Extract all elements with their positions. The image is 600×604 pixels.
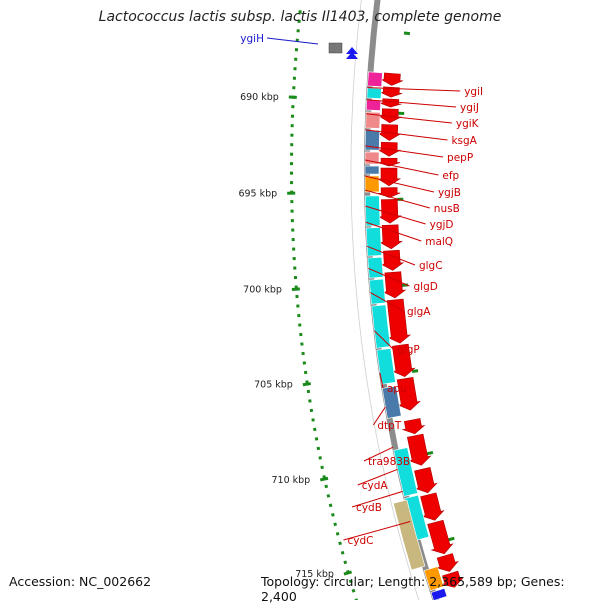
gene-label: ksgA: [451, 135, 477, 147]
gene-label: cydA: [362, 480, 389, 492]
gene-arrow: [381, 73, 403, 85]
gene-arrow: [380, 99, 402, 107]
gene-label: apu: [387, 383, 407, 395]
accession-text: Accession: NC_002662: [9, 574, 151, 589]
label-leader: [267, 38, 318, 44]
gene-label: ygiH: [240, 33, 264, 45]
cog-block: [366, 100, 380, 111]
gene-label: malQ: [425, 236, 453, 248]
gene-label: cydB: [356, 502, 382, 514]
scale-major-tick: [292, 289, 300, 290]
cog-block: [365, 196, 380, 226]
genome-title: Lactococcus lactis subsp. lactis Il1403,…: [0, 9, 600, 25]
inner-tick: [404, 33, 410, 34]
scale-dot: [319, 458, 322, 459]
gene-label: efp: [442, 170, 459, 182]
gene-label: glgD: [414, 281, 438, 293]
cog-block: [368, 257, 383, 278]
cog-block: [368, 72, 383, 87]
kbp-label: 710 kbp: [271, 475, 310, 486]
gene-label: glgA: [407, 306, 431, 318]
gene-arrow: [407, 434, 430, 465]
cog-block: [365, 166, 379, 174]
gene-arrow: [383, 272, 405, 298]
gene-label: dtpT: [377, 420, 401, 432]
gene-block-grey: [329, 43, 342, 53]
scale-dot: [313, 429, 316, 430]
kbp-label: 695 kbp: [238, 188, 277, 199]
gene-label: tra983B: [368, 456, 410, 468]
scale-dot: [315, 439, 318, 440]
kbp-label: 700 kbp: [243, 285, 282, 296]
scale-dot: [325, 486, 328, 487]
gene-label: ygiJ: [460, 102, 479, 114]
scale-dot: [329, 505, 332, 506]
kbp-label: 690 kbp: [240, 92, 279, 103]
gene-arrow: [421, 493, 444, 520]
gene-label: ygiK: [456, 118, 480, 130]
inner-tick: [427, 452, 433, 453]
scale-dot: [339, 543, 342, 544]
scale-dot: [331, 514, 334, 515]
gene-arrow: [378, 188, 400, 198]
gene-label: ygjB: [438, 187, 461, 199]
scale-major-tick: [303, 384, 311, 385]
gene-label: nusB: [434, 203, 460, 215]
scale-dot: [344, 562, 347, 563]
scale-dot: [321, 467, 324, 468]
gene-label: ygiI: [464, 86, 483, 98]
cog-block: [369, 279, 385, 304]
scale-dot: [317, 448, 320, 449]
scale-dot: [327, 496, 330, 497]
scale-dot: [312, 420, 315, 421]
gene-label: glgC: [419, 260, 443, 272]
gene-arrow: [437, 553, 458, 571]
gene-arrow: [403, 418, 425, 433]
cog-block: [366, 227, 381, 256]
gene-arrow: [428, 520, 453, 554]
gene-label: pepP: [447, 152, 473, 164]
gene-label: ygjD: [430, 219, 454, 231]
inner-tick: [412, 371, 418, 372]
gene-label: glgP: [397, 344, 420, 356]
inner-tick: [449, 538, 455, 540]
scale-dot: [336, 533, 339, 534]
scale-dot: [341, 552, 344, 553]
gene-arrow: [414, 467, 436, 492]
scale-dot: [334, 524, 337, 525]
kbp-label: 705 kbp: [254, 380, 293, 391]
gene-label: cydC: [347, 535, 373, 547]
scale-dot: [323, 477, 326, 478]
cog-block: [367, 88, 382, 99]
scale-major-tick: [320, 478, 328, 480]
